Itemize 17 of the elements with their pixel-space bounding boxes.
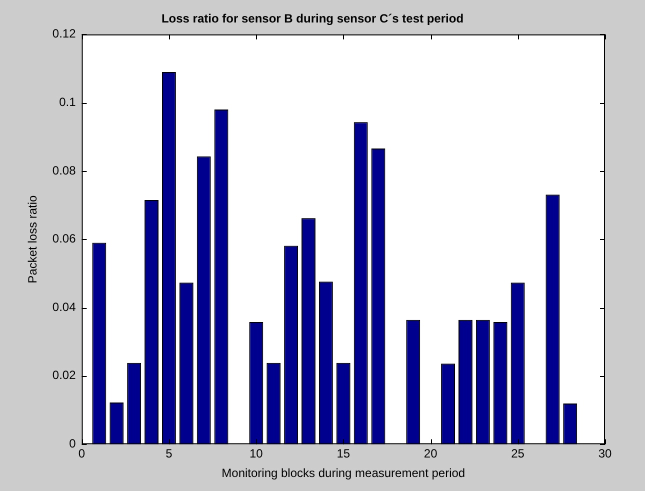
y-tick-label: 0.08 (52, 163, 76, 178)
x-tick-label: 25 (511, 446, 525, 461)
y-tick-label: 0.12 (52, 26, 76, 41)
y-tick-label: 0.06 (52, 232, 76, 246)
chart-title: Loss ratio for sensor B during sensor C´s test period (161, 12, 464, 26)
y-tick-label: 0.04 (52, 300, 76, 314)
x-tick-label: 15 (336, 446, 350, 461)
y-tick-label: 0.02 (52, 368, 76, 382)
y-tick-label: 0.1 (59, 95, 76, 110)
y-tick-label: 0 (69, 436, 76, 451)
x-tick-label: 20 (424, 446, 438, 461)
x-tick-label: 30 (598, 446, 612, 461)
x-tick-label: 5 (166, 446, 173, 461)
x-axis-title: Monitoring blocks during measurement period (222, 466, 466, 480)
x-tick-label: 0 (78, 446, 86, 461)
x-tick-label: 10 (249, 446, 264, 461)
y-axis-title: Packet loss ratio (26, 194, 40, 284)
